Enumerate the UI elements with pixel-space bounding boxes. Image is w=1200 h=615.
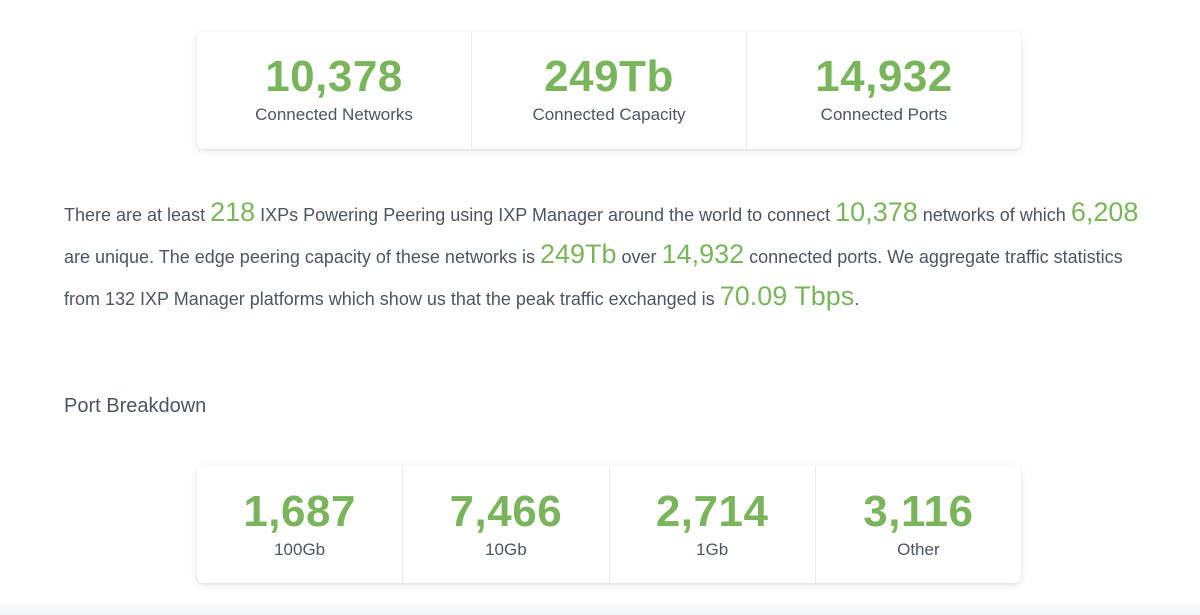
ixp-count-highlight: 218 [210,197,256,227]
stat-value: 14,932 [815,52,953,101]
port-stat-other: 3,116 Other [816,466,1021,583]
port-stat-label: 1Gb [696,540,729,559]
stat-connected-capacity: 249Tb Connected Capacity [472,32,747,149]
stat-value: 10,378 [265,52,403,101]
ports-highlight: 14,932 [661,239,745,269]
bottom-fade-divider [0,600,1200,615]
port-breakdown-card: 1,687 100Gb 7,466 10Gb 2,714 1Gb 3,116 O… [197,466,1021,583]
summary-text: networks of which [917,205,1071,225]
summary-text: IXPs Powering Peering using IXP Manager … [255,205,836,225]
stat-label: Connected Networks [255,105,413,124]
stat-label: Connected Capacity [532,105,686,124]
port-stat-value: 1,687 [243,487,356,536]
port-breakdown-heading: Port Breakdown [64,395,207,417]
capacity-highlight: 249Tb [539,239,617,269]
port-stat-100gb: 1,687 100Gb [197,466,404,583]
summary-text: . [854,289,860,309]
stat-label: Connected Ports [820,105,948,124]
stat-connected-networks: 10,378 Connected Networks [197,32,472,149]
summary-paragraph: There are at least 218 IXPs Powering Pee… [64,193,1159,319]
port-stat-value: 2,714 [655,487,769,536]
port-stat-value: 7,466 [449,487,563,536]
summary-stats-card: 10,378 Connected Networks 249Tb Connecte… [197,32,1021,149]
port-stat-value: 3,116 [863,487,974,536]
port-stat-label: Other [897,540,940,559]
summary-text: There are at least [64,205,211,225]
port-stat-label: 10Gb [485,540,527,559]
stat-connected-ports: 14,932 Connected Ports [747,32,1021,149]
summary-text: connected ports. We aggregate traffic st… [64,247,1123,309]
summary-text: over [616,247,662,267]
unique-networks-highlight: 6,208 [1070,197,1139,227]
networks-highlight: 10,378 [835,197,918,227]
port-stat-label: 100Gb [274,540,326,559]
port-stat-10gb: 7,466 10Gb [403,466,610,583]
port-stat-1gb: 2,714 1Gb [610,466,816,583]
summary-text: are unique. The edge peering capacity of… [64,247,540,267]
peak-traffic-highlight: 70.09 Tbps [719,281,855,311]
stat-value: 249Tb [544,52,674,101]
